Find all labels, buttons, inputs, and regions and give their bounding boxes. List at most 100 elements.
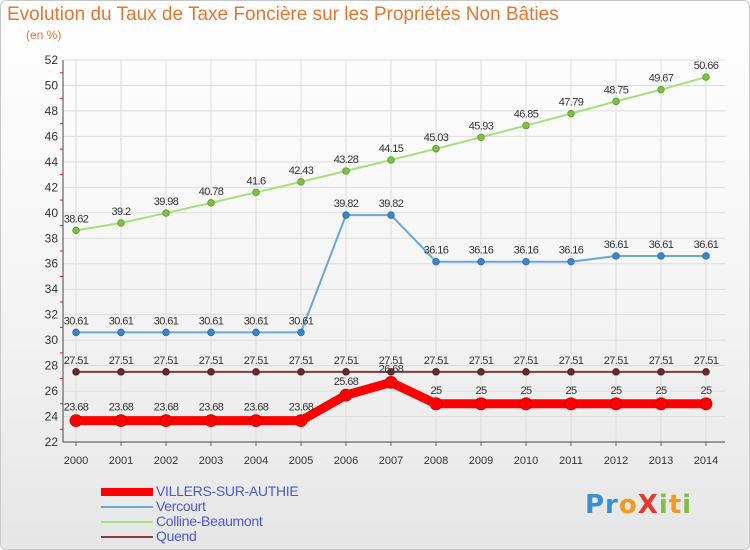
data-label-villers-2004: 23.68 [244,402,269,414]
data-label-villers-2006: 25.68 [334,376,359,388]
data-label-villers-2013: 25 [655,385,667,397]
chart-subtitle: (en %) [26,28,62,42]
legend-label-quend: Quend [156,528,197,544]
series-point-quend-2003 [207,368,215,376]
axes: 22 24 26 28 30 32 34 36 38 40 42 44 46 48 50 52 2000 2001… [45,53,725,467]
series-point-villers-2011 [564,397,578,411]
y-tick-label-24: 24 [45,410,59,424]
series-point-vercourt-2002 [162,328,170,337]
data-label-villers-2014: 25 [700,385,712,397]
series-point-colline-2006 [342,167,350,175]
data-label-villers-2001: 23.68 [109,402,134,414]
data-label-colline-2011: 47.79 [559,97,584,109]
series-point-vercourt-2005 [297,328,305,337]
chart-title: Evolution du Taux de Taxe Foncière sur l… [7,4,559,25]
series-point-colline-2008 [432,145,440,153]
data-label-quend-2004: 27.51 [244,355,269,367]
series-point-villers-2009 [474,397,488,411]
data-label-colline-2004: 41.6 [246,175,265,187]
x-tick-label-2003: 2003 [199,455,223,467]
x-tick-label-2009: 2009 [469,455,493,467]
data-label-colline-2013: 49.67 [649,73,674,85]
series-point-vercourt-2004 [252,328,260,337]
x-tick-label-2000: 2000 [64,455,88,467]
series-point-villers-2007 [384,376,398,389]
series-point-quend-2008 [432,368,440,376]
series-point-vercourt-2013 [657,252,665,260]
data-label-vercourt-2008: 36.16 [424,245,449,257]
data-label-colline-2014: 50.66 [694,60,719,72]
data-label-quend-2001: 27.51 [109,355,134,367]
series-point-colline-2013 [657,85,665,94]
data-label-colline-2000: 38.62 [64,213,89,225]
x-tick-label-2013: 2013 [649,455,673,467]
grid [63,59,725,443]
series-point-colline-2001 [117,219,125,227]
data-label-quend-2005: 27.51 [289,355,314,367]
series-point-colline-2003 [207,199,215,207]
series-point-villers-2014 [699,397,713,411]
data-label-quend-2011: 27.51 [559,355,584,367]
data-label-quend-2012: 27.51 [604,355,629,367]
series-point-quend-2000 [72,368,80,376]
series-point-vercourt-2012 [612,252,620,260]
legend-label-villers: VILLERS-SUR-AUTHIE [156,483,299,499]
series-point-villers-2005 [294,414,308,428]
legend-swatch-vercourt [101,506,153,508]
x-tick-label-2011: 2011 [559,455,583,467]
series-point-vercourt-2014 [702,252,710,260]
data-label-villers-2000: 23.68 [64,402,89,414]
y-tick-label-38: 38 [45,231,59,245]
data-label-colline-2005: 42.43 [289,165,314,177]
data-label-villers-2008: 25 [430,385,442,397]
data-label-villers-2005: 23.68 [289,402,314,414]
series-point-quend-2002 [162,368,170,376]
y-tick-label-30: 30 [45,333,59,347]
series-point-vercourt-2008 [432,257,440,266]
series-point-quend-2012 [612,368,620,376]
data-label-colline-2006: 43.28 [334,154,359,166]
y-tick-label-44: 44 [45,155,59,169]
series-point-colline-2011 [567,109,575,118]
y-tick-label-22: 22 [45,435,59,449]
series-point-villers-2004 [249,414,263,428]
x-tick-label-2004: 2004 [244,455,268,467]
data-label-quend-2000: 27.51 [64,355,89,367]
series-point-vercourt-2001 [117,328,125,337]
series-point-villers-2013 [654,397,668,411]
series-point-colline-2000 [72,226,80,235]
series-point-vercourt-2009 [477,257,485,266]
series-point-quend-2014 [702,368,710,376]
x-tick-label-2005: 2005 [289,455,313,467]
x-tick-label-2001: 2001 [109,455,133,467]
proxiti-logo: ProXiti [585,490,693,520]
x-tick-label-2007: 2007 [379,455,403,467]
data-label-colline-2001: 39.2 [111,206,130,218]
series-point-quend-2011 [567,368,575,376]
legend-swatch-colline [101,521,153,523]
data-label-quend-2014: 27.51 [694,355,719,367]
series-point-villers-2002 [159,414,173,428]
y-tick-label-40: 40 [45,206,59,220]
y-tick-label-26: 26 [45,384,59,398]
data-label-colline-2010: 46.85 [514,109,539,121]
x-tick-label-2008: 2008 [424,455,448,467]
data-label-vercourt-2006: 39.82 [334,198,359,210]
data-label-vercourt-2014: 36.61 [694,239,719,251]
data-label-villers-2002: 23.68 [154,402,179,414]
series-point-quend-2005 [297,368,305,376]
data-label-colline-2008: 45.03 [424,132,449,144]
data-label-vercourt-2002: 30.61 [154,315,179,327]
series-point-quend-2013 [657,368,665,376]
x-tick-label-2012: 2012 [604,455,628,467]
series-point-villers-2010 [519,397,533,411]
data-label-colline-2002: 39.98 [154,196,179,208]
series-point-quend-2004 [252,368,260,376]
series-point-villers-2001 [114,414,128,428]
y-tick-label-52: 52 [45,53,59,67]
y-tick-label-36: 36 [45,257,59,271]
legend-swatch-quend [101,536,153,538]
series-point-colline-2004 [252,188,260,197]
